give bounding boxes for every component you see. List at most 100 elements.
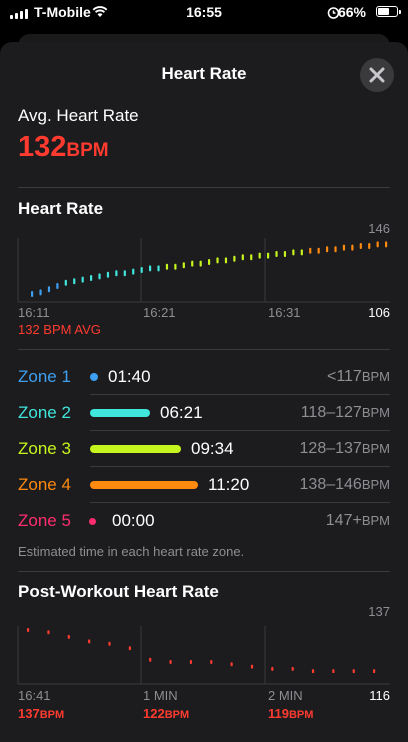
hr-point xyxy=(258,252,261,259)
post-reading-1: 122BPM xyxy=(143,706,190,721)
post-point xyxy=(88,639,91,644)
zone-row-2: Zone 2 06:21 118–127BPM xyxy=(18,395,390,431)
zone-row-4: Zone 4 11:20 138–146BPM xyxy=(18,467,390,503)
detail-sheet xyxy=(0,42,408,742)
hr-point xyxy=(334,246,337,253)
post-y-max-label: 137 xyxy=(368,604,390,619)
hr-point xyxy=(165,263,169,270)
post-point xyxy=(352,669,355,674)
hr-point xyxy=(191,260,194,267)
post-point xyxy=(108,641,111,646)
zone-name: Zone 4 xyxy=(18,475,71,494)
hr-point xyxy=(208,259,211,265)
hr-point xyxy=(132,268,135,275)
post-point xyxy=(373,669,376,674)
zone-name: Zone 1 xyxy=(18,367,71,386)
hr-point xyxy=(224,257,228,264)
hr-point xyxy=(182,262,185,269)
post-point xyxy=(67,634,70,639)
hr-point xyxy=(376,241,379,248)
zone-row-3: Zone 3 09:34 128–137BPM xyxy=(18,431,390,467)
avg-note: 132 BPM AVG xyxy=(18,322,101,337)
hr-point xyxy=(267,252,270,259)
avg-value: 132 xyxy=(18,131,67,163)
zone-range: <117BPM xyxy=(326,368,390,385)
hr-point xyxy=(73,278,76,285)
hr-point xyxy=(385,241,388,248)
hr-point xyxy=(283,251,287,257)
avg-heart-rate-label: Avg. Heart Rate xyxy=(18,106,139,125)
hr-point xyxy=(309,247,312,254)
post-point xyxy=(271,666,274,671)
zone-range: 138–146BPM xyxy=(299,476,390,493)
hr-y-min-label: 106 xyxy=(368,305,390,320)
post-workout-chart xyxy=(17,626,390,685)
hr-point xyxy=(149,265,152,272)
zone-time: 01:40 xyxy=(108,367,151,386)
wifi-icon xyxy=(92,6,108,17)
zone-divider xyxy=(90,502,390,503)
hr-point xyxy=(106,271,110,278)
hr-point xyxy=(157,265,160,272)
zone-bar xyxy=(90,481,198,489)
post-x-label-0: 16:41 xyxy=(18,688,51,703)
post-workout-section-title: Post-Workout Heart Rate xyxy=(18,582,219,601)
post-point xyxy=(291,666,294,671)
divider xyxy=(18,571,390,572)
hr-point xyxy=(174,263,177,270)
hr-point xyxy=(351,244,354,251)
divider xyxy=(18,187,390,188)
zone-name: Zone 2 xyxy=(18,403,71,422)
post-point xyxy=(230,662,233,667)
hr-point xyxy=(47,286,51,293)
post-point xyxy=(47,630,50,635)
heart-rate-section-title: Heart Rate xyxy=(18,199,104,218)
zone-range: 118–127BPM xyxy=(300,404,390,421)
hr-point xyxy=(359,243,362,249)
zone-bar xyxy=(89,518,96,525)
carrier-name: T-Mobile xyxy=(34,4,91,20)
zone-bar xyxy=(90,445,181,453)
post-point xyxy=(250,664,254,669)
post-x-label-1: 1 MIN xyxy=(143,688,178,703)
post-point xyxy=(128,646,131,651)
post-point xyxy=(210,660,213,664)
zone-time: 11:20 xyxy=(208,475,250,494)
hr-y-max-label: 146 xyxy=(368,221,390,236)
hr-point xyxy=(115,270,118,277)
heart-rate-chart xyxy=(17,238,390,303)
zone-time: 06:21 xyxy=(160,403,203,422)
hr-point xyxy=(31,291,34,297)
zone-name: Zone 3 xyxy=(18,439,71,458)
zone-time: 00:00 xyxy=(112,511,155,530)
clock: 16:55 xyxy=(186,4,222,20)
zone-divider xyxy=(90,430,390,431)
alarm-icon xyxy=(327,7,340,19)
zone-divider xyxy=(90,394,390,395)
hr-point xyxy=(199,260,202,267)
post-reading-2: 119BPM xyxy=(268,706,314,721)
battery-icon xyxy=(376,6,401,17)
hr-point xyxy=(140,267,143,273)
post-point xyxy=(189,660,193,664)
hr-point xyxy=(123,270,126,277)
hr-point xyxy=(250,254,253,261)
sheet-title: Heart Rate xyxy=(161,64,247,83)
hr-point xyxy=(292,249,295,256)
hr-x-label-0: 16:11 xyxy=(18,305,50,320)
hr-point xyxy=(275,251,278,257)
hr-point xyxy=(233,255,236,262)
zone-range: 147+BPM xyxy=(325,512,390,529)
hr-point xyxy=(216,257,219,264)
close-icon xyxy=(369,67,385,83)
avg-unit: BPM xyxy=(66,140,109,161)
post-point xyxy=(169,660,172,664)
hr-point xyxy=(368,243,371,249)
close-button[interactable] xyxy=(360,58,394,92)
zone-name: Zone 5 xyxy=(18,511,71,530)
zone-bar xyxy=(90,373,98,381)
post-point xyxy=(149,657,152,662)
post-point xyxy=(27,628,30,632)
hr-point xyxy=(90,275,93,281)
hr-point xyxy=(39,289,42,296)
